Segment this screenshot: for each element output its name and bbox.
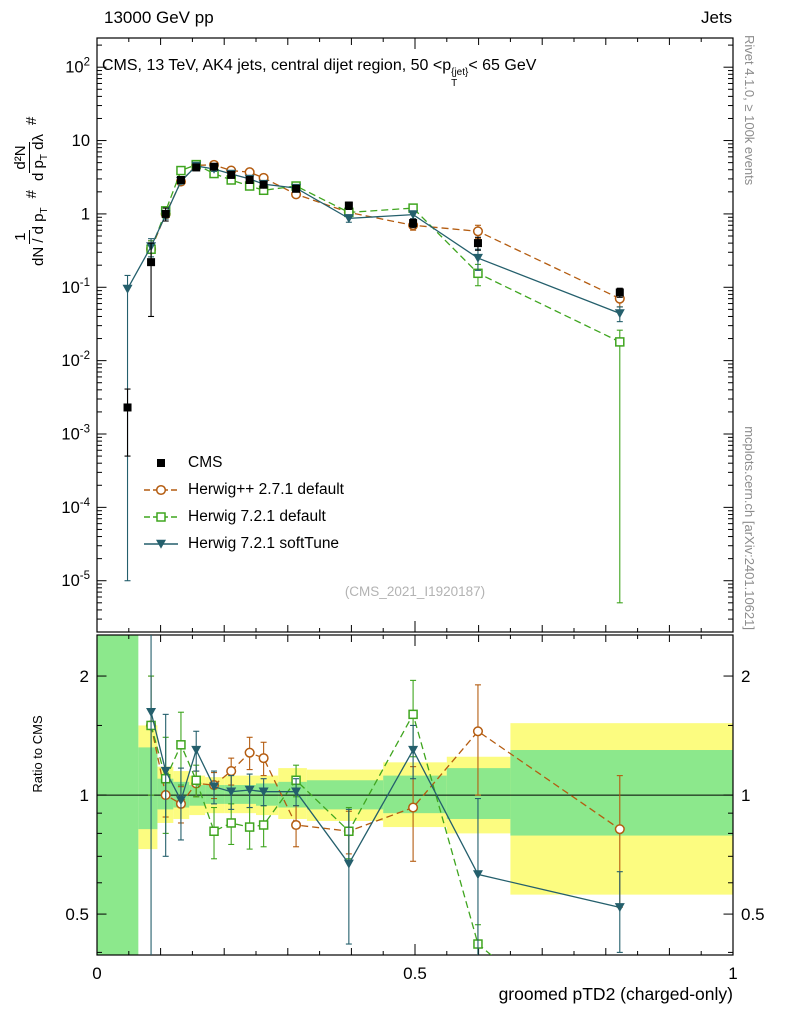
ylabel-hash-1: #	[22, 190, 40, 199]
legend-label-cms: CMS	[188, 453, 223, 471]
plot-title-post: < 65 GeV	[468, 57, 537, 74]
plot-title-pre: CMS, 13 TeV, AK4 jets, central dijet reg…	[102, 57, 452, 74]
rivet-version-note: Rivet 4.1.0, ≥ 100k events	[742, 35, 757, 186]
x-axis-title: groomed pTD2 (charged-only)	[498, 984, 733, 1004]
svg-text:10-4: 10-4	[61, 497, 90, 517]
svg-text:102: 102	[65, 57, 90, 77]
main-y-axis-label: 1 dN / d pT # d²N d pT dλ #	[12, 34, 51, 266]
process-label: Jets	[701, 8, 733, 27]
analysis-id-watermark: (CMS_2021_I1920187)	[344, 584, 486, 599]
herwig7-default-marker-icon	[144, 511, 178, 522]
svg-text:1: 1	[728, 964, 737, 983]
svg-text:0.5: 0.5	[403, 964, 427, 983]
cms-marker-icon	[157, 458, 165, 467]
legend: CMS Herwig++ 2.7.1 default Herwig 7.2.1 …	[143, 449, 344, 557]
svg-text:1: 1	[80, 786, 89, 805]
herwigpp-marker-icon	[144, 484, 178, 495]
svg-text:10: 10	[72, 132, 90, 150]
pt-jet-superscript: {jet} T	[451, 67, 469, 89]
svg-text:0.5: 0.5	[741, 905, 765, 924]
svg-text:0: 0	[92, 964, 101, 983]
legend-item-herwigpp-default: Herwig++ 2.7.1 default	[143, 476, 344, 503]
legend-item-herwig7-softtune: Herwig 7.2.1 softTune	[143, 530, 344, 557]
herwig7-softtune-marker-icon	[144, 539, 178, 549]
svg-text:10-2: 10-2	[61, 350, 90, 370]
svg-text:10-3: 10-3	[61, 424, 90, 444]
svg-text:1: 1	[741, 786, 750, 805]
legend-label-herwig7-softtune: Herwig 7.2.1 softTune	[188, 534, 340, 552]
legend-item-herwig7-default: Herwig 7.2.1 default	[143, 503, 344, 530]
svg-text:10-1: 10-1	[61, 277, 90, 297]
mcplots-arxiv-note: mcplots.cern.ch [arXiv:2401.10621]	[742, 426, 757, 630]
ylabel-fraction-2: d²N d pT dλ	[12, 134, 51, 182]
ylabel-fraction-1: 1 dN / d pT	[12, 207, 51, 266]
svg-text:2: 2	[741, 667, 750, 686]
svg-text:2: 2	[80, 667, 89, 686]
ylabel-hash-2: #	[22, 116, 40, 126]
beam-energy-label: 13000 GeV pp	[104, 8, 214, 27]
ratio-y-axis-label: Ratio to CMS	[30, 715, 45, 793]
legend-label-herwigpp: Herwig++ 2.7.1 default	[188, 480, 344, 498]
svg-text:0.5: 0.5	[65, 905, 89, 924]
plot-title: CMS, 13 TeV, AK4 jets, central dijet reg…	[102, 57, 536, 89]
svg-text:1: 1	[81, 205, 90, 223]
legend-item-cms: CMS	[143, 449, 344, 476]
legend-label-herwig7-default: Herwig 7.2.1 default	[188, 507, 326, 525]
svg-text:10-5: 10-5	[61, 570, 90, 590]
